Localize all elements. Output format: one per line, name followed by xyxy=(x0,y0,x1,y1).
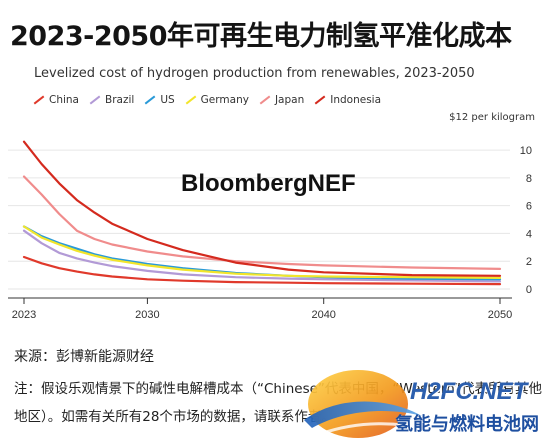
y-tick-label: 0 xyxy=(526,284,532,296)
legend-label: Germany xyxy=(200,94,249,106)
series-line-japan xyxy=(22,175,502,270)
brand-watermark: BloombergNEF xyxy=(181,170,356,197)
y-tick-label: 2 xyxy=(526,256,532,268)
y-tick-label: 8 xyxy=(526,173,532,185)
page-title: 2023-2050年可再生电力制氢平准化成本 xyxy=(10,21,512,52)
series-line-indonesia xyxy=(22,140,502,277)
footnote: 注：假设乐观情景下的碱性电解槽成本（“Chinese”代表中国，“Western… xyxy=(14,381,543,425)
series-line-brazil xyxy=(22,229,502,283)
legend-swatch xyxy=(315,95,325,105)
legend-label: China xyxy=(49,94,79,106)
grid-layer xyxy=(8,149,512,304)
legend-item-japan: Japan xyxy=(260,94,304,106)
site-name: 氢能与燃料电池网 xyxy=(395,414,539,435)
legend: China Brazil US Germany Japan Indonesia xyxy=(34,92,381,108)
x-tick-label: 2040 xyxy=(311,309,335,321)
series-line-china xyxy=(22,255,502,286)
legend-label: Japan xyxy=(274,94,305,106)
x-tick-label: 2030 xyxy=(135,309,159,321)
y-tick-label: 10 xyxy=(520,145,532,157)
source-note: 来源：彭博新能源财经 xyxy=(14,349,154,365)
y-tick-label: 4 xyxy=(526,228,532,240)
chart-panel xyxy=(0,58,557,340)
series-line-us xyxy=(22,225,502,281)
y-tick-label: 6 xyxy=(526,201,532,213)
legend-item-germany: Germany xyxy=(186,94,249,106)
tick-layer: 0 2 4 6 8 10 2023 2030 2040 2050 xyxy=(12,145,532,321)
series-layer xyxy=(22,140,502,286)
site-logo-text: H2FC.NET xyxy=(410,378,528,405)
chart-subtitle: Levelized cost of hydrogen production fr… xyxy=(34,66,475,81)
legend-swatch xyxy=(34,95,44,105)
legend-label: Brazil xyxy=(105,94,135,106)
legend-item-brazil: Brazil xyxy=(90,94,134,106)
series-line-germany xyxy=(22,225,502,279)
legend-swatch xyxy=(260,95,270,105)
legend-swatch xyxy=(145,95,155,105)
x-tick-label: 2023 xyxy=(12,309,36,321)
x-tick-label: 2050 xyxy=(488,309,512,321)
legend-item-us: US xyxy=(145,94,174,106)
legend-item-china: China xyxy=(34,94,79,106)
legend-item-indonesia: Indonesia xyxy=(315,94,381,106)
legend-label: US xyxy=(160,94,175,106)
legend-label: Indonesia xyxy=(330,94,382,106)
legend-swatch xyxy=(90,95,100,105)
legend-swatch xyxy=(186,95,196,105)
y-unit-label: $12 per kilogram xyxy=(449,112,535,123)
